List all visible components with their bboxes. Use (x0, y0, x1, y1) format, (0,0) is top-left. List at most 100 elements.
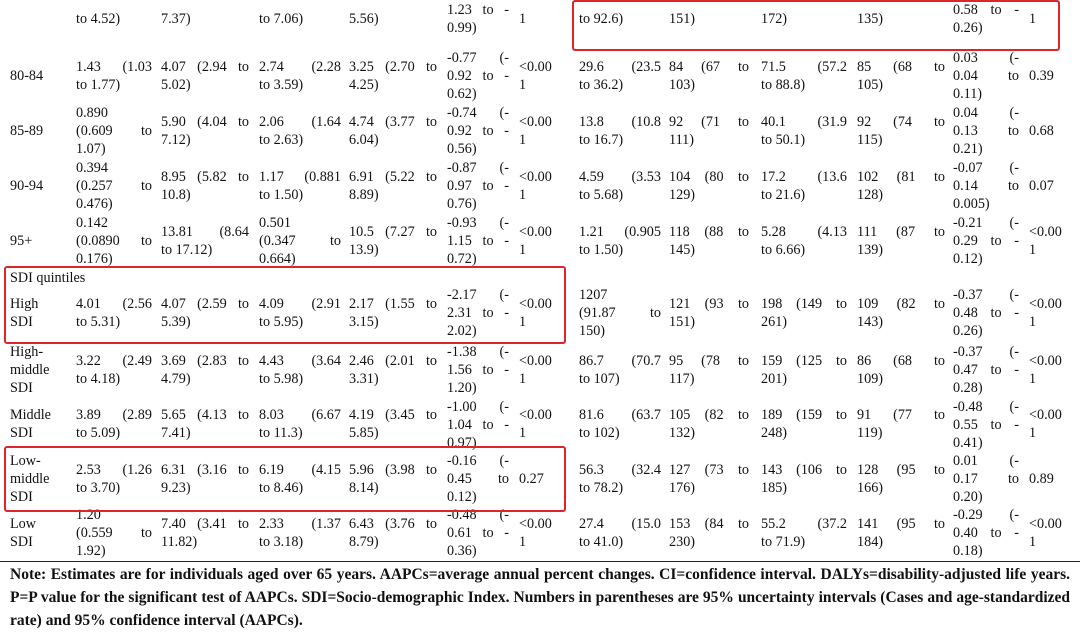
table-cell: 0.07 (1029, 178, 1054, 194)
table-cell: 7.40 (3.41 to 11.82) (161, 516, 249, 550)
table-note: Note: Estimates are for individuals aged… (10, 566, 1070, 629)
table-cell: -0.29 (- 0.40 to -0.18) (953, 507, 1019, 559)
table-cell: 2.33 (1.37 to 3.18) (259, 516, 341, 550)
table-cell-top-3: 5.56) (349, 11, 379, 27)
table-cell-top-1: 7.37) (161, 11, 191, 27)
table-cell: 17.2 (13.6 to 21.6) (761, 169, 847, 203)
table-cell: 85 (68 to 105) (857, 59, 945, 93)
table-cell: 1.21 (0.905 to 1.50) (579, 224, 661, 258)
sdi-row-label-1: High-middle SDI (10, 344, 50, 396)
table-cell: 2.06 (1.64 to 2.63) (259, 114, 341, 148)
table-cell: 6.43 (3.76 to 8.79) (349, 516, 437, 550)
table-cell: -2.17 (- 2.31 to -2.02) (447, 287, 509, 339)
table-cell: <0.00 1 (1029, 407, 1062, 441)
table-cell: -1.00 (- 1.04 to -0.97) (447, 399, 509, 451)
table-cell: -0.07 (- 0.14 to 0.005) (953, 160, 1019, 212)
table-cell-top-8: 172) (761, 11, 788, 27)
table-cell: <0.00 1 (519, 407, 552, 441)
table-cell: 2.46 (2.01 to 3.31) (349, 353, 437, 387)
table-cell: 4.19 (3.45 to 5.85) (349, 407, 437, 441)
table-cell-top-9: 135) (857, 11, 884, 27)
table-cell-top-2: to 7.06) (259, 11, 304, 27)
row-label-1: 85-89 (10, 123, 44, 139)
sdi-row-label-4: Low SDI (10, 516, 37, 550)
table-cell: 128 (95 to 166) (857, 462, 945, 496)
table-cell: 0.27 (519, 471, 544, 487)
table-cell: 2.53 (1.26 to 3.70) (76, 462, 152, 496)
table-cell: <0.00 1 (519, 224, 552, 258)
table-cell: 4.07 (2.94 to 5.02) (161, 59, 249, 93)
table-cell: 159 (125 to 201) (761, 353, 847, 387)
table-cell: 6.91 (5.22 to 8.89) (349, 169, 437, 203)
table-cell: <0.00 1 (519, 353, 552, 387)
table-cell: 4.09 (2.91 to 5.95) (259, 296, 341, 330)
table-cell: 127 (73 to 176) (669, 462, 749, 496)
table-cell: 92 (74 to 115) (857, 114, 945, 148)
table-cell: 109 (82 to 143) (857, 296, 945, 330)
table-cell: 1.43 (1.03 to 1.77) (76, 59, 152, 93)
table-cell: <0.00 1 (1029, 224, 1062, 258)
table-cell: -1.38 (- 1.56 to -1.20) (447, 344, 509, 396)
table-cell: 8.03 (6.67 to 11.3) (259, 407, 341, 441)
table-cell: <0.00 1 (519, 114, 552, 148)
table-cell: 4.59 (3.53 to 5.68) (579, 169, 661, 203)
table-cell: <0.00 1 (519, 59, 552, 93)
table-cell: <0.00 1 (519, 296, 552, 330)
table-cell: 4.07 (2.59 to 5.39) (161, 296, 249, 330)
table-cell: 0.39 (1029, 68, 1054, 84)
row-label-3: 95+ (10, 233, 33, 249)
table-cell: 0.68 (1029, 123, 1054, 139)
table-cell: -0.37 (- 0.47 to -0.28) (953, 344, 1019, 396)
table-cell-top-6: to 92.6) (579, 11, 624, 27)
table-cell: 0.01 (- 0.17 to 0.20) (953, 453, 1019, 505)
table-cell: -0.21 (- 0.29 to -0.12) (953, 215, 1019, 267)
highlight-box-top (572, 0, 1060, 51)
table-cell: -0.48 (- 0.55 to -0.41) (953, 399, 1019, 451)
table-cell: 95 (78 to 117) (669, 353, 749, 387)
table-cell: 3.25 (2.70 to 4.25) (349, 59, 437, 93)
table-cell: 71.5 (57.2 to 88.8) (761, 59, 847, 93)
table-cell: <0.00 1 (1029, 516, 1062, 550)
table-cell: 1.17 (0.881 to 1.50) (259, 169, 341, 203)
table-cell: 86.7 (70.7 to 107) (579, 353, 661, 387)
table-cell-top-0: to 4.52) (76, 11, 121, 27)
table-cell: 143 (106 to 185) (761, 462, 847, 496)
table-cell: 198 (149 to 261) (761, 296, 847, 330)
table-cell: 13.8 (10.8 to 16.7) (579, 114, 661, 148)
table-cell: -0.93 (- 1.15 to -0.72) (447, 215, 509, 267)
table-cell: 29.6 (23.5 to 36.2) (579, 59, 661, 93)
table-cell: 4.74 (3.77 to 6.04) (349, 114, 437, 148)
table-cell: 6.31 (3.16 to 9.23) (161, 462, 249, 496)
table-cell: <0.00 1 (1029, 296, 1062, 330)
table-cell: 10.5 (7.27 to 13.9) (349, 224, 437, 258)
table-cell: 13.81 (8.64 to 17.12) (161, 224, 249, 258)
table-cell: 56.3 (32.4 to 78.2) (579, 462, 661, 496)
table-cell: 102 (81 to 128) (857, 169, 945, 203)
table-cell-top-10: 0.58 to -0.26) (953, 2, 1019, 36)
table-cell: -0.16 (- 0.45 to 0.12) (447, 453, 509, 505)
table-cell: 5.90 (4.04 to 7.12) (161, 114, 249, 148)
table-cell: 111 (87 to 139) (857, 224, 945, 258)
table-cell: 0.142 (0.0890 to 0.176) (76, 215, 152, 267)
table-cell: 0.89 (1029, 471, 1054, 487)
table-cell-top-4: 1.23 to -0.99) (447, 2, 509, 36)
table-cell-top-11: 1 (1029, 11, 1037, 27)
table-cell: <0.00 1 (519, 516, 552, 550)
table-cell: 4.01 (2.56 to 5.31) (76, 296, 152, 330)
table-cell: 121 (93 to 151) (669, 296, 749, 330)
table-cell: <0.00 1 (1029, 353, 1062, 387)
table-cell: 105 (82 to 132) (669, 407, 749, 441)
table-cell: 0.03 (- 0.04 to 0.11) (953, 50, 1019, 102)
table-cell: -0.74 (- 0.92 to -0.56) (447, 105, 509, 157)
table-cell: 1.20 (0.559 to 1.92) (76, 507, 152, 559)
table-cell: 6.19 (4.15 to 8.46) (259, 462, 341, 496)
table-cell-top-5: 1 (519, 11, 527, 27)
sdi-row-label-2: Middle SDI (10, 407, 51, 441)
table-cell: 0.04 (- 0.13 to 0.21) (953, 105, 1019, 157)
table-cell: 1207 (91.87 to 150) (579, 287, 661, 339)
table-cell: 86 (68 to 109) (857, 353, 945, 387)
table-cell: <0.00 1 (519, 169, 552, 203)
table-cell: 55.2 (37.2 to 71.9) (761, 516, 847, 550)
row-label-0: 80-84 (10, 68, 44, 84)
table-cell: 118 (88 to 145) (669, 224, 749, 258)
